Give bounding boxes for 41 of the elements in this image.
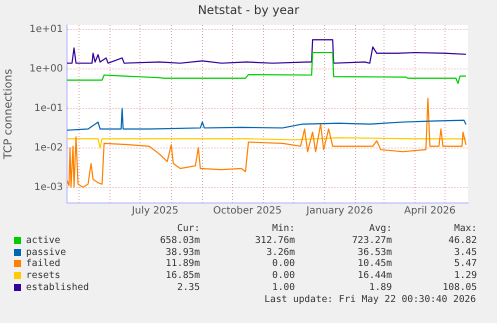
text: 11.89m <box>164 258 200 270</box>
text: 16.44m <box>356 270 392 282</box>
text: Last update: Fri May 22 00:30:40 2026 <box>264 294 476 304</box>
chart-title: Netstat - by year <box>196 3 300 17</box>
x-tick-label: October 2025 <box>213 206 282 217</box>
legend-label: passive <box>26 246 66 258</box>
text: 312.76m <box>254 235 295 246</box>
text: 3.26m <box>265 246 295 258</box>
text: Cur: <box>176 223 200 234</box>
y-axis-title: TCP connections <box>1 68 14 160</box>
text: Max: <box>454 223 477 234</box>
y-tick-label: 1e+00 <box>29 64 63 75</box>
text: 1.89 <box>368 282 392 293</box>
text: 0.00 <box>271 270 295 282</box>
text: 5.47 <box>454 258 477 270</box>
legend-label: failed <box>26 258 60 270</box>
text: 46.82 <box>448 235 477 246</box>
y-tick-label: 1e-03 <box>34 182 63 193</box>
text: 38.93m <box>164 246 200 258</box>
x-tick-label: January 2026 <box>305 206 373 217</box>
text: Avg: <box>368 223 392 234</box>
text: 1.29 <box>454 270 477 282</box>
text: 1.00 <box>271 282 295 293</box>
text: 2.35 <box>176 282 200 293</box>
y-tick-label: 1e-02 <box>34 142 63 154</box>
text: 16.85m <box>164 270 200 282</box>
text: 0.00 <box>271 258 295 270</box>
text: 10.45m <box>356 258 392 270</box>
legend-label: active <box>26 235 60 246</box>
y-tick-label: 1e-01 <box>34 102 63 114</box>
x-tick-label: July 2025 <box>130 206 179 217</box>
y-tick-label: 1e+01 <box>29 24 63 36</box>
text: 658.03m <box>158 235 200 246</box>
text: 108.05 <box>442 282 477 293</box>
text: Min: <box>271 223 295 234</box>
legend-label: established <box>26 282 89 293</box>
text: 36.53m <box>356 246 392 258</box>
text: 3.45 <box>454 246 477 258</box>
x-tick-label: April 2026 <box>404 206 456 217</box>
text: 723.27m <box>350 235 392 246</box>
legend-label: resets <box>26 270 60 282</box>
